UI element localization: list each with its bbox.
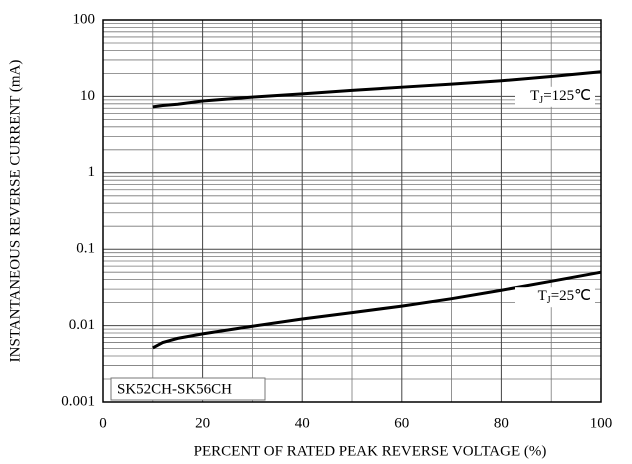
y-tick-label: 100	[73, 11, 96, 27]
label-background	[515, 287, 595, 308]
annotation: SK52CH-SK56CH	[117, 381, 232, 397]
label-background	[515, 86, 595, 107]
x-tick-label: 100	[590, 415, 613, 431]
y-tick-label: 10	[80, 88, 95, 104]
series-line	[152, 270, 602, 350]
y-tick-label: 1	[88, 164, 96, 180]
y-axis-label: INSTANTANEOUS REVERSE CURRENT (mA)	[7, 60, 23, 363]
series-label: TJ=25℃	[538, 289, 591, 307]
annotation-box	[110, 377, 266, 401]
x-tick-label: 80	[494, 415, 509, 431]
y-tick-label: 0.01	[69, 317, 95, 333]
plot-frame	[102, 19, 602, 403]
x-tick-label: 40	[295, 415, 310, 431]
series-label: TJ=125℃	[530, 88, 591, 106]
y-tick-label: 0.1	[76, 241, 95, 257]
x-tick-label: 20	[195, 415, 210, 431]
x-axis-label: PERCENT OF RATED PEAK REVERSE VOLTAGE (%…	[194, 443, 547, 459]
series-line	[152, 70, 602, 109]
x-tick-label: 0	[99, 415, 107, 431]
y-tick-label: 0.001	[61, 393, 95, 409]
x-tick-label: 60	[394, 415, 409, 431]
